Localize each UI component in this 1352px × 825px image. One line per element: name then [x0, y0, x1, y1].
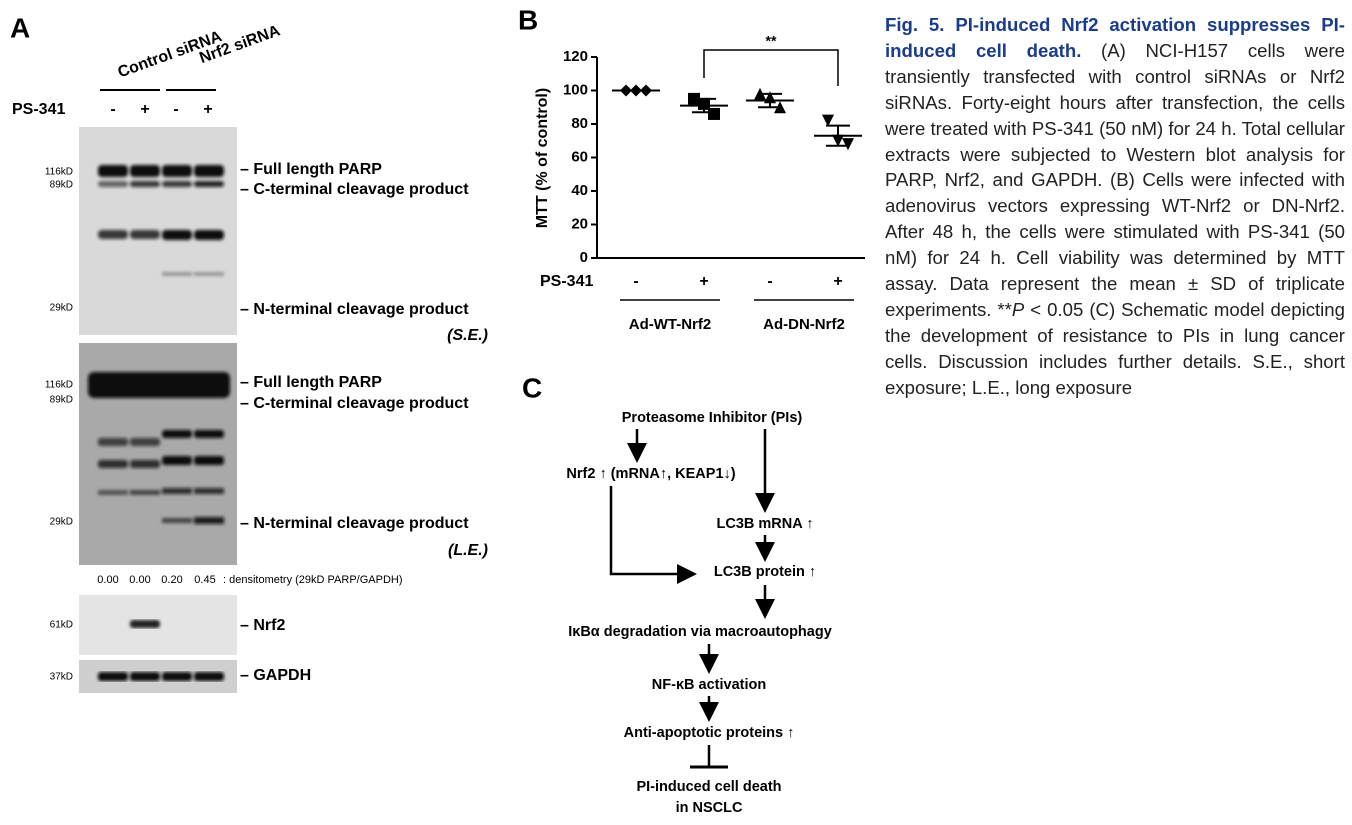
y-tick-label: 120 [563, 48, 588, 65]
mw-marker: 116kD [45, 167, 73, 178]
blot-se [79, 127, 237, 335]
y-tick-label: 100 [563, 81, 588, 98]
flow-node: NF-κB activation [652, 677, 766, 693]
error-bar [826, 124, 850, 147]
data-point [842, 138, 854, 151]
blot-gapdh [79, 660, 237, 693]
band-label: – Full length PARP [240, 374, 382, 391]
mw-marker: 89kD [50, 395, 73, 406]
data-point [822, 114, 834, 127]
flow-node: in NSCLC [676, 800, 743, 816]
error-bar [692, 97, 716, 114]
mw-marker: 89kD [50, 180, 73, 191]
band-label: – GAPDH [240, 667, 311, 684]
significance-bracket [703, 49, 839, 86]
treatment: + [140, 101, 149, 118]
densitometry-value: 0.20 [161, 574, 182, 586]
densitometry-value: 0.45 [194, 574, 215, 586]
flow-node: Proteasome Inhibitor (PIs) [622, 410, 803, 426]
blot-nrf2 [79, 595, 237, 655]
band-label-text: Nrf2 [253, 617, 285, 634]
annotation: ** [766, 33, 777, 49]
exposure-label: (L.E.) [448, 542, 488, 559]
band-label: – N-terminal cleavage product [240, 515, 469, 532]
x-tick-label: + [833, 273, 842, 290]
exposure-label: (S.E.) [447, 327, 488, 344]
plot: 0 20 40 60 80 100 120 - + - + Ad-WT-Nrf2 Ad-DN-Nrf2 *… [563, 33, 865, 333]
blot-le [79, 343, 237, 565]
densitometry-label: : densitometry (29kD PARP/GAPDH) [223, 574, 403, 586]
panel-label: C [522, 372, 542, 403]
y-tick-label: 60 [571, 148, 588, 165]
flow-node: LC3B protein ↑ [714, 564, 816, 580]
y-tick-label: 40 [571, 182, 588, 199]
caption-body: < 0.05 (C) Schematic model depicting the… [885, 298, 1345, 398]
treatment: - [173, 101, 178, 118]
x-tick-label: + [699, 273, 708, 290]
mw-marker: 29kD [50, 303, 73, 314]
mw-marker: 29kD [50, 517, 73, 528]
error-bar [758, 92, 782, 109]
treatment: + [203, 101, 212, 118]
band-label: – Full length PARP [240, 161, 382, 178]
y-axis-title: MTT (% of control) [534, 88, 551, 228]
caption-body: (A) NCI-H157 cells were transiently tran… [885, 39, 1345, 320]
caption: Fig. 5. PI-induced Nrf2 activation suppr… [885, 12, 1345, 401]
data-point [708, 107, 720, 120]
treatment-label: PS-341 [12, 101, 65, 118]
band-label-text: C-terminal cleavage product [253, 181, 469, 198]
band-label-text: N-terminal cleavage product [253, 515, 469, 532]
caption-italic: P [1011, 298, 1025, 320]
panel-label: B [518, 4, 538, 35]
flow-node: Anti-apoptotic proteins ↑ [624, 725, 795, 741]
band-label: – C-terminal cleavage product [240, 181, 469, 198]
band-label: – Nrf2 [240, 617, 285, 634]
band-label-text: N-terminal cleavage product [253, 301, 469, 318]
figure: A Control siRNA Nrf2 siRNA PS-341 - + - … [10, 4, 865, 816]
y-tick-label: 20 [571, 215, 588, 232]
caption-title: Fig. 5. PI-induced Nrf2 activation suppr… [885, 14, 1345, 61]
densitometry-value: 0.00 [129, 574, 150, 586]
flow-node: PI-induced cell death [636, 779, 781, 795]
y-tick-label: 80 [571, 115, 588, 132]
densitometry-value: 0.00 [97, 574, 118, 586]
band-label-text: Full length PARP [253, 161, 382, 178]
flow-node: LC3B mRNA ↑ [717, 516, 814, 532]
band-label: – N-terminal cleavage product [240, 301, 469, 318]
group-label: Ad-DN-Nrf2 [763, 316, 845, 333]
row-label: PS-341 [540, 273, 593, 290]
band-label-text: GAPDH [253, 667, 311, 684]
band-label: – C-terminal cleavage product [240, 395, 469, 412]
flow-node: IκBα degradation via macroautophagy [568, 624, 832, 640]
x-tick-label: - [767, 273, 772, 290]
flow-arrows [609, 429, 775, 769]
mw-marker: 116kD [45, 380, 73, 391]
mw-marker: 37kD [50, 672, 73, 683]
band-label-text: Full length PARP [253, 374, 382, 391]
x-tick-label: - [633, 273, 638, 290]
group-label: Ad-WT-Nrf2 [629, 316, 712, 333]
y-tick-label: 0 [580, 249, 588, 266]
band-label-text: C-terminal cleavage product [253, 395, 469, 412]
mw-marker: 61kD [50, 620, 73, 631]
flow-node: Nrf2 ↑ (mRNA↑, KEAP1↓) [566, 466, 735, 482]
panel-label: A [10, 12, 30, 43]
treatment: - [110, 101, 115, 118]
